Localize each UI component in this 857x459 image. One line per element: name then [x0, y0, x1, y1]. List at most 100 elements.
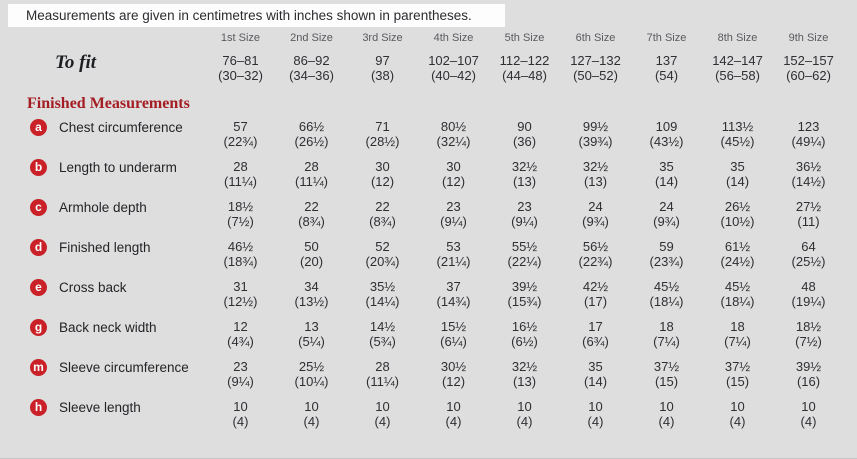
in-value: (25½) [791, 254, 826, 269]
cm-value: 90 [517, 119, 532, 134]
value-cell: 61½ (24½) [702, 236, 773, 276]
in-value: (15) [654, 374, 679, 389]
in-value: (60–62) [786, 68, 831, 83]
measurement-row-label: d Finished length [0, 236, 205, 276]
in-value: (4) [658, 414, 675, 429]
in-value: (17) [583, 294, 608, 309]
row-label-text: Back neck width [59, 320, 157, 335]
table-caption: Measurements are given in centimetres wi… [26, 8, 472, 23]
value-cell: 10 (4) [560, 396, 631, 436]
size-header-1: 1st Size [220, 32, 261, 44]
cm-value: 35 [588, 359, 603, 374]
cm-value: 18 [730, 319, 745, 334]
measurement-row-label: c Armhole depth [0, 196, 205, 236]
value-cell: 23 (9¼) [205, 356, 276, 396]
size-header-4: 4th Size [433, 32, 474, 44]
cm-value: 10 [304, 399, 319, 414]
value-cell: 24 (9¾) [560, 196, 631, 236]
value-cell: 109 (43½) [631, 116, 702, 156]
value-cell: 10 (4) [205, 396, 276, 436]
in-value: (8¾) [298, 214, 325, 229]
value-cell: 10 (4) [631, 396, 702, 436]
in-value: (18¾) [223, 254, 258, 269]
cm-value: 53 [446, 239, 461, 254]
in-value: (40–42) [431, 68, 476, 83]
in-value: (14¾) [436, 294, 471, 309]
value-cell: 18 (7¼) [702, 316, 773, 356]
cm-value: 22 [304, 199, 319, 214]
in-value: (7¼) [724, 334, 751, 349]
value-cell: 80½ (32¼) [418, 116, 489, 156]
value-cell: 90 (36) [489, 116, 560, 156]
section-heading: Finished Measurements [27, 95, 190, 112]
cm-value: 18½ [227, 199, 254, 214]
value-cell: 28 (11¼) [276, 156, 347, 196]
cm-value: 12 [233, 319, 248, 334]
in-value: (4) [516, 414, 533, 429]
in-value: (10¼) [294, 374, 329, 389]
in-value: (4) [232, 414, 249, 429]
in-value: (12) [441, 374, 466, 389]
in-value: (44–48) [502, 68, 547, 83]
value-cell: 10 (4) [276, 396, 347, 436]
cm-value: 28 [233, 159, 248, 174]
size-header-8: 8th Size [717, 32, 758, 44]
value-cell: 31 (12½) [205, 276, 276, 316]
in-value: (6½) [511, 334, 538, 349]
cm-value: 24 [588, 199, 603, 214]
value-cell: 39½ (16) [773, 356, 844, 396]
value-cell: 99½ (39¾) [560, 116, 631, 156]
in-value: (6¾) [582, 334, 609, 349]
value-cell: 55½ (22¼) [489, 236, 560, 276]
value-cell: 26½ (10½) [702, 196, 773, 236]
in-value: (20) [299, 254, 324, 269]
value-cell: 14½ (5¾) [347, 316, 418, 356]
key-badge-d: d [30, 239, 47, 256]
row-label-text: Sleeve length [59, 400, 141, 415]
in-value: (15¾) [507, 294, 542, 309]
to-fit-label: To fit [55, 52, 96, 73]
in-value: (21¼) [436, 254, 471, 269]
size-header-3: 3rd Size [362, 32, 403, 44]
cm-value: 15½ [440, 319, 467, 334]
value-cell: 113½ (45½) [702, 116, 773, 156]
in-value: (11) [797, 214, 820, 229]
in-value: (9¾) [653, 214, 680, 229]
cm-value: 64 [801, 239, 816, 254]
in-value: (20¾) [365, 254, 400, 269]
size-header-2: 2nd Size [290, 32, 333, 44]
cm-value: 32½ [511, 359, 538, 374]
in-value: (12½) [223, 294, 258, 309]
value-cell: 32½ (13) [489, 156, 560, 196]
in-value: (9¼) [511, 214, 538, 229]
in-value: (22¾) [578, 254, 613, 269]
cm-value: 56½ [582, 239, 609, 254]
value-cell: 18½ (7½) [773, 316, 844, 356]
in-value: (7¼) [653, 334, 680, 349]
measurement-row-label: h Sleeve length [0, 396, 205, 436]
cm-value: 80½ [440, 119, 467, 134]
in-value: (6¼) [440, 334, 467, 349]
value-cell: 35½ (14¼) [347, 276, 418, 316]
measurement-row-label: b Length to underarm [0, 156, 205, 196]
key-badge-g: g [30, 319, 47, 336]
cm-value: 35 [730, 159, 745, 174]
in-value: (14¼) [365, 294, 400, 309]
cm-value: 23 [517, 199, 532, 214]
in-value: (38) [370, 68, 395, 83]
corner-cell [0, 28, 205, 46]
in-value: (34–36) [289, 68, 334, 83]
in-value: (11¼) [295, 174, 328, 189]
cm-value: 10 [446, 399, 461, 414]
value-cell: 10 (4) [347, 396, 418, 436]
cm-value: 37 [446, 279, 461, 294]
value-cell: 32½ (13) [489, 356, 560, 396]
in-value: (4) [729, 414, 746, 429]
in-value: (18¼) [649, 294, 684, 309]
in-value: (50–52) [573, 68, 618, 83]
row-label-text: Sleeve circumference [59, 360, 189, 375]
value-cell: 23 (9¼) [489, 196, 560, 236]
value-cell: 24 (9¾) [631, 196, 702, 236]
cm-value: 26½ [724, 199, 751, 214]
cm-value: 37½ [724, 359, 751, 374]
